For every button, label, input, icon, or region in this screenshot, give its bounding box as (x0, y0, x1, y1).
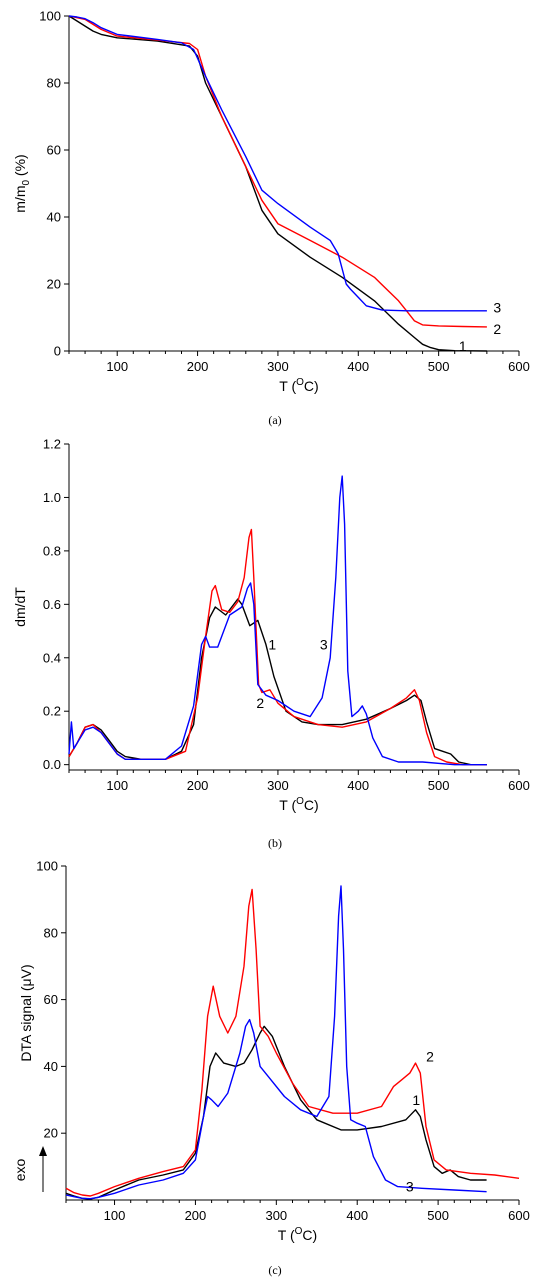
x-tick-label: 500 (428, 778, 450, 793)
curve-label: 3 (320, 636, 328, 652)
y-tick-label: 40 (44, 1059, 58, 1074)
x-tick-label: 100 (104, 1208, 126, 1223)
x-tick-label: 200 (187, 778, 209, 793)
series-line-3 (68, 475, 487, 766)
y-tick-label: 0.4 (43, 650, 61, 665)
y-tick-label: 0 (54, 344, 61, 359)
curve-label: 2 (256, 695, 264, 711)
x-tick-label: 100 (106, 359, 128, 374)
curve-label: 2 (426, 1048, 434, 1064)
x-tick-label: 300 (267, 778, 289, 793)
x-tick-label: 400 (346, 1208, 368, 1223)
y-tick-label: 1.0 (43, 490, 61, 505)
series-line-2 (65, 888, 520, 1197)
y-tick-label: 20 (44, 1126, 58, 1141)
y-axis-label: DTA signal (μV) (18, 964, 34, 1061)
panel-caption: (c) (268, 1263, 281, 1277)
curve-label: 3 (406, 1179, 414, 1195)
y-tick-label: 1.2 (43, 437, 61, 452)
y-tick-label: 60 (47, 143, 61, 158)
y-tick-label: 100 (39, 9, 61, 24)
chart-panel-0: 100 200 300 400 500 600 0 20 40 60 80 100 1 2 3 T (OC) m… (12, 9, 530, 428)
x-tick-label: 400 (347, 359, 369, 374)
x-tick-label: 500 (428, 359, 450, 374)
chart-panel-2: 100 200 300 400 500 600 20 40 60 80 100 1 2 3 T (OC) DT… (12, 859, 530, 1278)
curve-label: 1 (268, 636, 276, 652)
y-tick-label: 80 (44, 925, 58, 940)
y-tick-label: 40 (47, 210, 61, 225)
curve-label: 1 (412, 1092, 420, 1108)
panel-caption: (b) (268, 836, 282, 850)
series-line-3 (65, 885, 487, 1200)
exo-label: exo (12, 1159, 28, 1182)
panel-caption: (a) (268, 413, 281, 427)
y-tick-label: 0.8 (43, 543, 61, 558)
x-tick-label: 200 (187, 359, 209, 374)
x-tick-label: 600 (508, 1208, 530, 1223)
x-tick-label: 400 (347, 778, 369, 793)
x-tick-label: 200 (185, 1208, 207, 1223)
chart-panel-1: 100 200 300 400 500 600 0.0 0.2 0.4 0.6 0.8 1.0 1.2 1… (12, 437, 530, 851)
x-tick-label: 100 (106, 778, 128, 793)
series-line-2 (68, 15, 487, 328)
y-axis-label: dm/dT (12, 587, 28, 627)
y-tick-label: 0.2 (43, 704, 61, 719)
y-tick-label: 100 (36, 859, 58, 874)
y-tick-label: 80 (47, 76, 61, 91)
series-line-2 (68, 528, 487, 766)
x-tick-label: 300 (265, 1208, 287, 1223)
y-tick-label: 60 (44, 992, 58, 1007)
x-tick-label: 600 (508, 359, 530, 374)
x-axis-label: T (OC) (279, 796, 318, 813)
curve-label: 2 (493, 321, 501, 337)
x-axis-label: T (OC) (278, 1226, 317, 1243)
x-tick-label: 500 (427, 1208, 449, 1223)
y-axis-label: m/m0 (%) (12, 154, 32, 212)
x-tick-label: 300 (267, 359, 289, 374)
curve-label: 1 (459, 338, 467, 354)
exo-arrow-head-icon (39, 1146, 47, 1156)
curve-label: 3 (493, 299, 501, 315)
y-tick-label: 0.0 (43, 757, 61, 772)
y-tick-label: 20 (47, 277, 61, 292)
x-tick-label: 600 (508, 778, 530, 793)
y-tick-label: 0.6 (43, 597, 61, 612)
x-axis-label: T (OC) (279, 377, 318, 394)
series-line-3 (68, 15, 487, 312)
series-line-1 (68, 598, 487, 766)
series-line-1 (68, 15, 487, 352)
